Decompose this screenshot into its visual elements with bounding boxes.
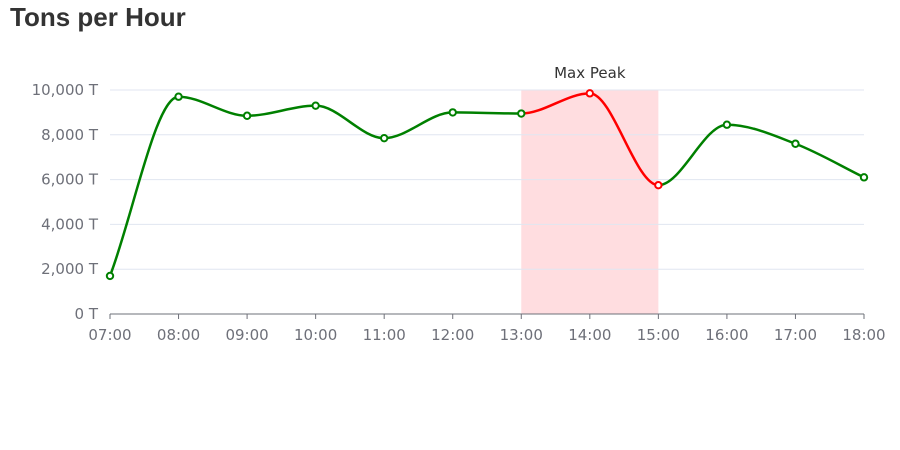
chart-title: Tons per Hour [10, 2, 186, 32]
data-point [311, 101, 320, 110]
y-tick-label: 8,000 T [41, 126, 99, 144]
x-tick-label: 13:00 [500, 326, 543, 344]
data-point [791, 139, 800, 148]
x-tick-label: 16:00 [705, 326, 748, 344]
x-tick-label: 15:00 [637, 326, 680, 344]
x-tick-label: 17:00 [774, 326, 817, 344]
x-tick-label: 12:00 [431, 326, 474, 344]
data-point [379, 133, 389, 143]
x-tick-label: 07:00 [88, 326, 131, 344]
mark-area-label: Max Peak [554, 64, 626, 82]
data-point [448, 108, 457, 117]
mark-area-band [521, 90, 659, 314]
data-point [517, 109, 526, 118]
data-point [722, 120, 732, 129]
x-tick-label: 11:00 [363, 326, 406, 344]
y-tick-label: 6,000 T [41, 171, 99, 189]
data-point [105, 271, 115, 281]
y-tick-label: 10,000 T [32, 81, 99, 99]
data-point [654, 181, 663, 190]
x-tick-label: 14:00 [568, 326, 611, 344]
series-line-segment [108, 95, 522, 277]
data-point [242, 111, 252, 120]
x-tick-label: 10:00 [294, 326, 337, 344]
x-tick-label: 08:00 [157, 326, 200, 344]
y-tick-label: 4,000 T [41, 215, 99, 233]
x-tick-label: 09:00 [225, 326, 268, 344]
data-point [174, 92, 183, 101]
x-tick-label: 18:00 [842, 326, 885, 344]
data-point [859, 173, 869, 182]
series-line-segment [658, 123, 865, 187]
data-point [585, 89, 595, 98]
y-tick-label: 0 T [75, 305, 99, 323]
y-tick-label: 2,000 T [41, 260, 99, 278]
